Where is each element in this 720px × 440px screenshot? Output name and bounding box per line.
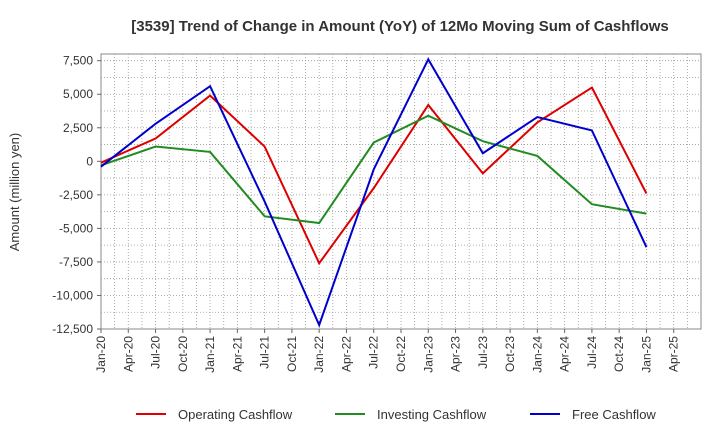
y-tick-label: -7,500 bbox=[59, 255, 93, 269]
x-tick-label: Jan-25 bbox=[639, 336, 653, 373]
series-lines bbox=[100, 57, 648, 328]
legend-label: Free Cashflow bbox=[572, 407, 656, 422]
x-tick-label: Apr-21 bbox=[230, 336, 244, 372]
y-tick-label: 7,500 bbox=[63, 54, 93, 68]
axes: 7,500 5,000 2,500 0 -2,500 -5,000 -7,500 -10,00… bbox=[52, 54, 680, 373]
x-tick-label: Jan-23 bbox=[421, 336, 435, 373]
y-tick-label: 2,500 bbox=[63, 121, 93, 135]
plot-area bbox=[100, 53, 702, 330]
x-tick-label: Jul-22 bbox=[367, 336, 381, 369]
x-tick-label: Jul-20 bbox=[149, 336, 163, 369]
x-tick-label: Oct-21 bbox=[285, 336, 299, 372]
x-tick-label: Jan-24 bbox=[530, 336, 544, 373]
y-tick-label: 0 bbox=[86, 154, 93, 168]
x-tick-label: Jul-24 bbox=[585, 336, 599, 369]
y-tick-label: -10,000 bbox=[52, 288, 93, 302]
x-tick-label: Oct-20 bbox=[176, 336, 190, 372]
x-tick-label: Jan-20 bbox=[94, 336, 108, 373]
legend-label: Operating Cashflow bbox=[178, 407, 293, 422]
y-tick-label: -2,500 bbox=[59, 188, 93, 202]
x-tick-label: Jan-21 bbox=[203, 336, 217, 373]
x-tick-label: Apr-22 bbox=[339, 336, 353, 372]
x-tick-label: Jul-21 bbox=[258, 336, 272, 369]
x-tick-label: Oct-23 bbox=[503, 336, 517, 372]
x-tick-label: Jul-23 bbox=[476, 336, 490, 369]
chart-title: [3539] Trend of Change in Amount (YoY) o… bbox=[131, 18, 669, 35]
grid bbox=[100, 53, 702, 330]
y-tick-label: -12,500 bbox=[52, 322, 93, 336]
legend-label: Investing Cashflow bbox=[377, 407, 487, 422]
x-tick-label: Apr-25 bbox=[667, 336, 681, 372]
x-tick-label: Apr-23 bbox=[449, 336, 463, 372]
x-tick-label: Jan-22 bbox=[312, 336, 326, 373]
y-axis-label: Amount (million yen) bbox=[7, 133, 22, 252]
y-tick-label: -5,000 bbox=[59, 221, 93, 235]
legend: Operating Cashflow Investing Cashflow Free… bbox=[136, 407, 656, 422]
x-tick-label: Oct-24 bbox=[612, 336, 626, 372]
x-tick-label: Apr-20 bbox=[121, 336, 135, 372]
x-tick-label: Oct-22 bbox=[394, 336, 408, 372]
y-tick-label: 5,000 bbox=[63, 87, 93, 101]
x-tick-label: Apr-24 bbox=[558, 336, 572, 372]
